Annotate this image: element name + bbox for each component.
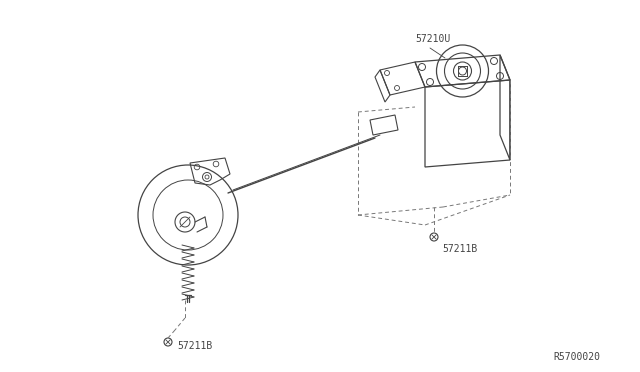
- Text: R5700020: R5700020: [553, 352, 600, 362]
- Text: 57210U: 57210U: [415, 34, 451, 44]
- Text: 57211B: 57211B: [442, 244, 477, 254]
- Text: 57211B: 57211B: [177, 341, 212, 351]
